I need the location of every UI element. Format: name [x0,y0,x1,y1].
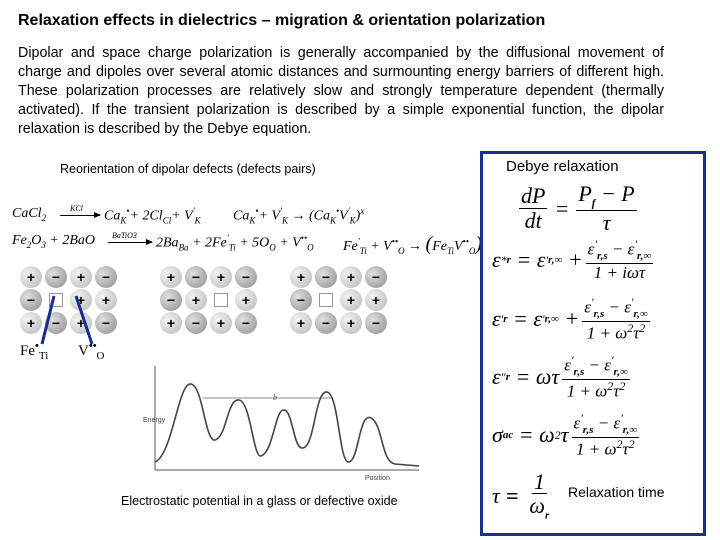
cation-ion: + [185,289,207,311]
anion-ion: − [45,266,67,288]
anion-ion: − [95,266,117,288]
cation-ion: + [340,289,362,311]
cation-ion: + [70,266,92,288]
eq-relaxation-time: τ = 1 ωr [492,469,550,522]
anion-ion: − [365,312,387,334]
fe-pointer-line [40,295,56,345]
anion-ion: − [235,266,257,288]
eq-imag-permittivity: ε " r = ωτ ε'r,s − ε'r,∞ 1 + ω2τ2 [492,353,630,401]
vacancy-square [214,293,228,307]
cation-ion: + [290,266,312,288]
reaction-1-products: CaK•+ 2ClCl+ V'K [104,206,201,226]
cation-ion: + [70,289,92,311]
left-heading: Reorientation of dipolar defects (defect… [60,162,316,176]
eq-complex-permittivity: ε * r = ε ' r,∞ + ε'r,s − ε'r,∞ 1 + iωτ [492,237,654,282]
cation-ion: + [365,289,387,311]
plot-ylabel: Energy [143,417,166,424]
cation-ion: + [160,266,182,288]
cation-ion: + [160,312,182,334]
vacancy-square [319,293,333,307]
cation-ion: + [210,266,232,288]
anion-ion: − [185,312,207,334]
relaxation-time-label: Relaxation time [568,484,665,500]
anion-ion: − [315,266,337,288]
fe-defect-label: Fe•Ti [20,340,49,362]
anion-ion: − [160,289,182,311]
eq-real-permittivity: ε ' r = ε ' r,∞ + ε'r,s − ε'r,∞ 1 + ω2τ2 [492,295,650,343]
reaction-1: CaCl2 [12,206,47,223]
cation-ion: + [235,289,257,311]
lattice-1: + − + − − + + + − + − [20,266,117,335]
reaction-1-arrow-label: KCl [70,204,83,213]
cation-ion: + [290,312,312,334]
anion-ion: − [95,312,117,334]
anion-ion: − [20,289,42,311]
anion-ion: − [185,266,207,288]
anion-ion: − [45,312,67,334]
page-title: Relaxation effects in dielectrics – migr… [18,12,546,29]
reaction-2-products: 2BaBa + 2Fe'Ti + 5OO + V••O [156,233,314,253]
anion-ion: − [315,312,337,334]
cation-ion: + [20,266,42,288]
reaction-2-association: Fe'Ti + V••O → (FeTiV••O) [343,233,483,256]
reaction-2: Fe2O3 + 2BaO [12,233,95,250]
cation-ion: + [20,312,42,334]
plot-xlabel: Position [365,475,390,482]
anion-ion: − [290,289,312,311]
reaction-1-arrow [60,212,101,218]
plot-mark-b: b [273,393,277,402]
right-heading: Debye relaxation [506,158,619,175]
reaction-2-arrow-label: BaTiO3 [112,231,137,240]
reaction-2-arrow [108,239,153,245]
plot-caption: Electrostatic potential in a glass or de… [121,494,398,508]
v-pointer-line [74,295,94,345]
intro-paragraph: Dipolar and space charge polarization is… [18,45,664,137]
anion-ion: − [235,312,257,334]
debye-equations-box [480,151,706,536]
cation-ion: + [340,312,362,334]
anion-ion: − [365,266,387,288]
cation-ion: + [95,289,117,311]
v-defect-label: V••O [78,340,105,362]
lattice-3: + − + − − + + + − + − [290,266,387,335]
energy-potential-plot: Energy Position b [143,366,420,482]
cation-ion: + [210,312,232,334]
reaction-1-association: CaK•+ V'K → (CaK•V'K)x [233,206,365,226]
plot-energy-curve [154,383,420,467]
cation-ion: + [340,266,362,288]
lattice-2: + − + − − + + + − + − [160,266,257,335]
